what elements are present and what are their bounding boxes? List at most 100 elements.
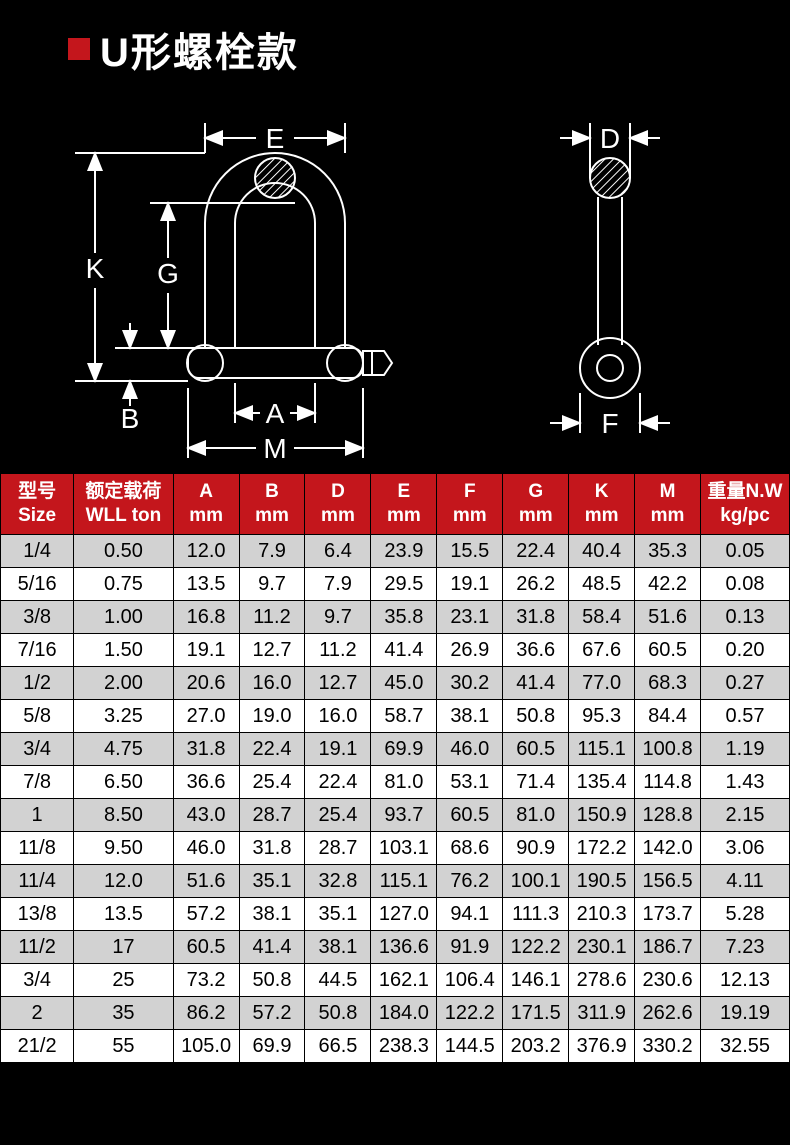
table-cell: 142.0 [635, 831, 701, 864]
table-cell: 71.4 [503, 765, 569, 798]
table-cell: 66.5 [305, 1029, 371, 1062]
table-cell: 7/16 [1, 633, 74, 666]
table-cell: 8.50 [74, 798, 173, 831]
accent-square-icon [68, 38, 90, 60]
table-cell: 35.1 [305, 897, 371, 930]
table-cell: 4.11 [701, 864, 790, 897]
column-header: Mmm [635, 474, 701, 535]
table-cell: 22.4 [503, 534, 569, 567]
table-cell: 3/4 [1, 732, 74, 765]
table-cell: 25.4 [239, 765, 305, 798]
table-cell: 28.7 [305, 831, 371, 864]
table-cell: 210.3 [569, 897, 635, 930]
table-cell: 230.1 [569, 930, 635, 963]
table-cell: 27.0 [173, 699, 239, 732]
table-cell: 55 [74, 1029, 173, 1062]
column-header: Dmm [305, 474, 371, 535]
table-cell: 12.7 [305, 666, 371, 699]
table-cell: 13/8 [1, 897, 74, 930]
table-cell: 111.3 [503, 897, 569, 930]
dim-label-A: A [266, 398, 285, 429]
table-cell: 171.5 [503, 996, 569, 1029]
table-cell: 58.7 [371, 699, 437, 732]
column-header: Emm [371, 474, 437, 535]
table-cell: 84.4 [635, 699, 701, 732]
table-cell: 3.06 [701, 831, 790, 864]
table-cell: 32.8 [305, 864, 371, 897]
table-cell: 77.0 [569, 666, 635, 699]
table-cell: 0.08 [701, 567, 790, 600]
table-cell: 114.8 [635, 765, 701, 798]
table-cell: 35.3 [635, 534, 701, 567]
table-row: 3/44.7531.822.419.169.946.060.5115.1100.… [1, 732, 790, 765]
table-cell: 36.6 [173, 765, 239, 798]
table-cell: 115.1 [371, 864, 437, 897]
table-cell: 19.1 [437, 567, 503, 600]
table-row: 7/161.5019.112.711.241.426.936.667.660.5… [1, 633, 790, 666]
table-cell: 172.2 [569, 831, 635, 864]
table-cell: 91.9 [437, 930, 503, 963]
table-cell: 1/2 [1, 666, 74, 699]
table-row: 11/21760.541.438.1136.691.9122.2230.1186… [1, 930, 790, 963]
table-cell: 22.4 [239, 732, 305, 765]
table-cell: 26.9 [437, 633, 503, 666]
table-cell: 19.0 [239, 699, 305, 732]
table-row: 13/813.557.238.135.1127.094.1111.3210.31… [1, 897, 790, 930]
table-cell: 60.5 [503, 732, 569, 765]
table-cell: 1.19 [701, 732, 790, 765]
table-cell: 19.1 [173, 633, 239, 666]
table-cell: 16.0 [305, 699, 371, 732]
table-cell: 1/4 [1, 534, 74, 567]
table-row: 23586.257.250.8184.0122.2171.5311.9262.6… [1, 996, 790, 1029]
table-cell: 1 [1, 798, 74, 831]
table-cell: 41.4 [503, 666, 569, 699]
table-cell: 44.5 [305, 963, 371, 996]
table-cell: 0.75 [74, 567, 173, 600]
column-header: 重量N.Wkg/pc [701, 474, 790, 535]
column-header: Kmm [569, 474, 635, 535]
table-cell: 311.9 [569, 996, 635, 1029]
table-cell: 93.7 [371, 798, 437, 831]
page-title: U形螺栓款 [100, 20, 299, 78]
table-cell: 58.4 [569, 600, 635, 633]
table-cell: 22.4 [305, 765, 371, 798]
table-cell: 31.8 [503, 600, 569, 633]
table-cell: 60.5 [173, 930, 239, 963]
table-cell: 46.0 [437, 732, 503, 765]
table-cell: 53.1 [437, 765, 503, 798]
table-cell: 100.1 [503, 864, 569, 897]
table-cell: 173.7 [635, 897, 701, 930]
table-row: 3/42573.250.844.5162.1106.4146.1278.6230… [1, 963, 790, 996]
technical-diagram: E K G B A [0, 93, 790, 473]
table-cell: 36.6 [503, 633, 569, 666]
table-cell: 41.4 [239, 930, 305, 963]
table-cell: 16.8 [173, 600, 239, 633]
table-row: 11/89.5046.031.828.7103.168.690.9172.214… [1, 831, 790, 864]
table-cell: 26.2 [503, 567, 569, 600]
table-row: 18.5043.028.725.493.760.581.0150.9128.82… [1, 798, 790, 831]
table-cell: 68.6 [437, 831, 503, 864]
table-cell: 6.4 [305, 534, 371, 567]
table-cell: 135.4 [569, 765, 635, 798]
table-cell: 106.4 [437, 963, 503, 996]
table-cell: 146.1 [503, 963, 569, 996]
table-cell: 7.9 [305, 567, 371, 600]
table-cell: 35.1 [239, 864, 305, 897]
table-cell: 50.8 [305, 996, 371, 1029]
table-header: 型号Size额定载荷WLL tonAmmBmmDmmEmmFmmGmmKmmMm… [1, 474, 790, 535]
table-cell: 5.28 [701, 897, 790, 930]
table-cell: 35 [74, 996, 173, 1029]
table-cell: 38.1 [305, 930, 371, 963]
table-cell: 48.5 [569, 567, 635, 600]
column-header: 型号Size [1, 474, 74, 535]
table-cell: 11.2 [239, 600, 305, 633]
table-cell: 11/8 [1, 831, 74, 864]
table-cell: 40.4 [569, 534, 635, 567]
table-cell: 5/8 [1, 699, 74, 732]
table-cell: 12.13 [701, 963, 790, 996]
table-cell: 5/16 [1, 567, 74, 600]
table-cell: 31.8 [239, 831, 305, 864]
table-cell: 136.6 [371, 930, 437, 963]
table-cell: 144.5 [437, 1029, 503, 1062]
table-cell: 11/2 [1, 930, 74, 963]
